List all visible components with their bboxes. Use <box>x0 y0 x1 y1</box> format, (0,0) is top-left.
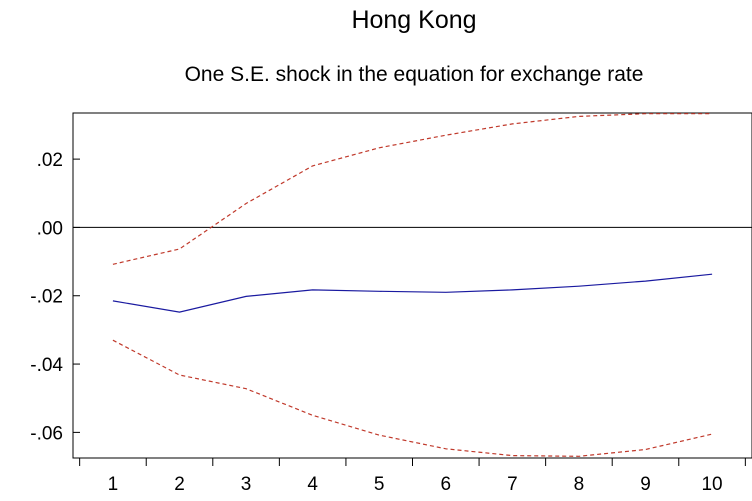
y-tick-label: .00 <box>37 218 63 239</box>
x-tick-label: 10 <box>701 474 722 495</box>
x-tick-label: 7 <box>507 474 518 495</box>
y-tick-label: -.02 <box>30 287 63 308</box>
y-tick-label: -.04 <box>30 355 63 376</box>
x-tick-label: 8 <box>574 474 585 495</box>
chart-subtitle: One S.E. shock in the equation for excha… <box>185 63 644 86</box>
series-line-lower-band <box>112 339 713 457</box>
series-line-response <box>112 273 713 313</box>
x-tick-label: 9 <box>640 474 651 495</box>
plot-frame <box>72 112 752 459</box>
x-tick-label: 2 <box>174 474 185 495</box>
x-tick-label: 5 <box>374 474 385 495</box>
series-group <box>112 113 713 457</box>
x-tick-label: 6 <box>440 474 451 495</box>
y-tick-label: -.06 <box>30 423 63 444</box>
series-line-upper-band <box>112 113 713 265</box>
x-tick-label: 1 <box>108 474 119 495</box>
y-tick-label: .02 <box>37 150 63 171</box>
axes: .02 .00 -.02 -.04 -.06 1 2 3 4 5 6 7 8 9 10 <box>30 112 752 495</box>
x-tick-label: 3 <box>241 474 252 495</box>
x-tick-label: 4 <box>307 474 318 495</box>
chart-title: Hong Kong <box>351 6 476 34</box>
